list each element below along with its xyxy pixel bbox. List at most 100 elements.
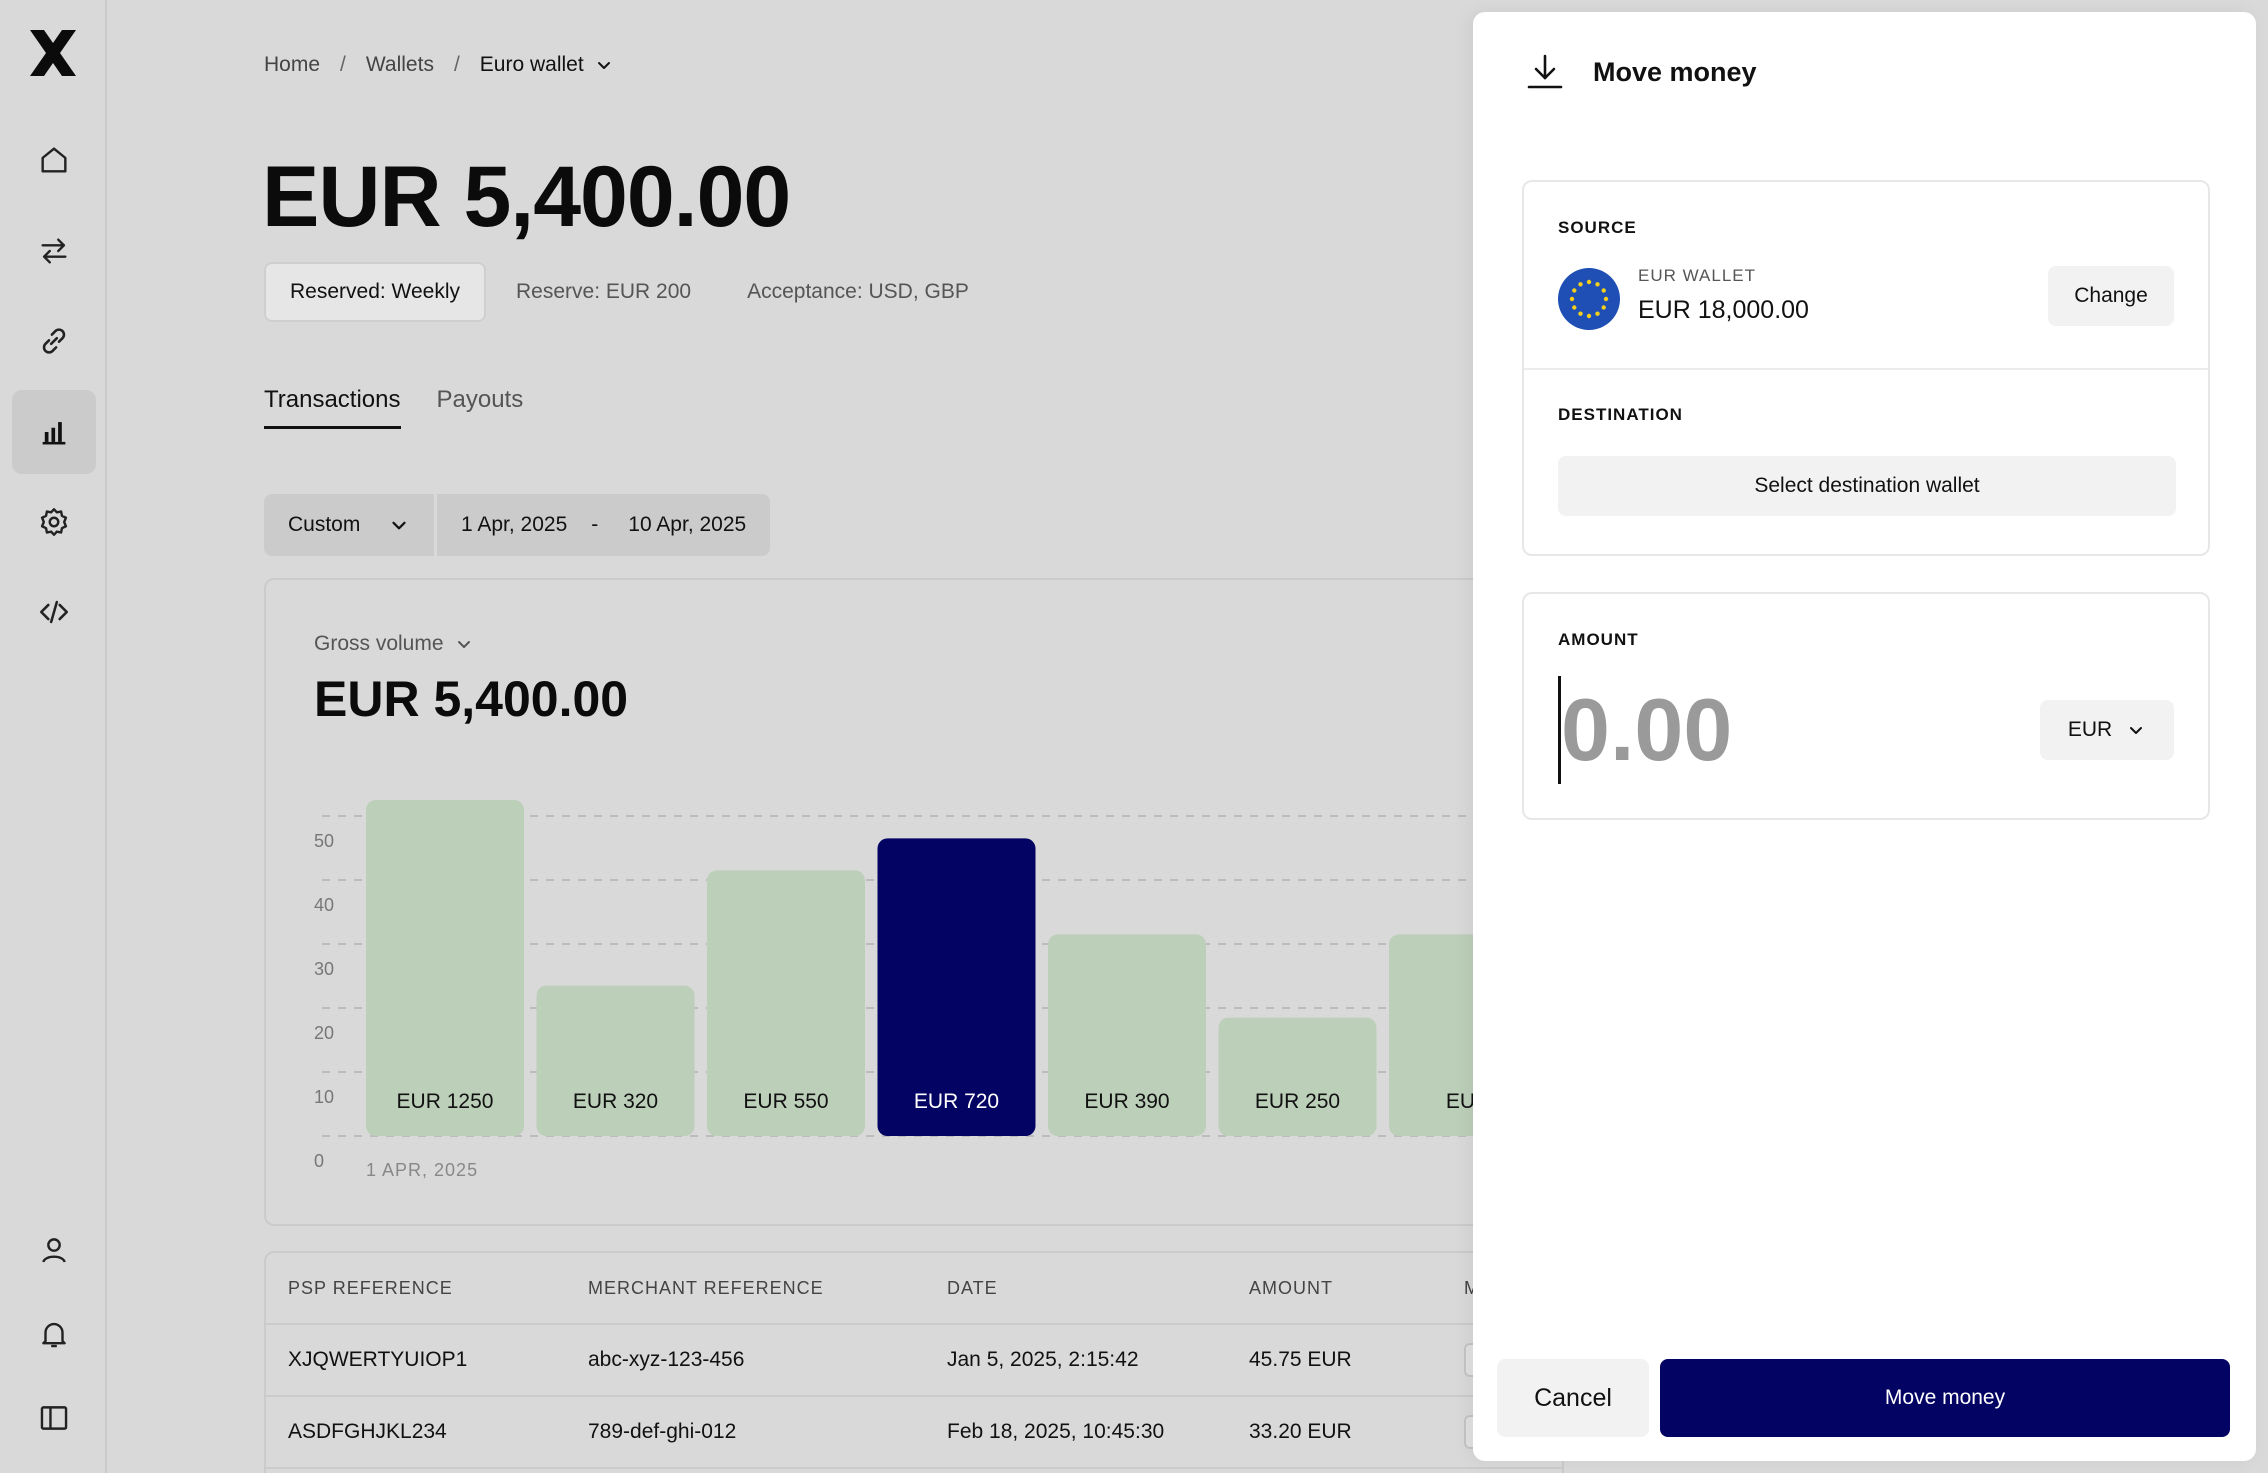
flag-star — [1572, 305, 1577, 310]
source-destination-card: SOURCE EUR WALLET EUR 18,000.00 Change D… — [1522, 180, 2210, 556]
metric-select[interactable]: Gross volume — [314, 632, 474, 656]
y-tick-label: 50 — [314, 831, 334, 851]
end-date[interactable]: 10 Apr, 2025 — [604, 494, 771, 556]
reserve-info: Reserve: EUR 200 — [516, 280, 692, 303]
x-logo[interactable] — [26, 26, 80, 80]
chart-bar[interactable] — [707, 870, 865, 1136]
nav-transfers[interactable] — [12, 209, 96, 293]
y-tick-label: 40 — [314, 895, 334, 915]
date-separator: - — [585, 494, 605, 556]
breadcrumb-separator: / — [340, 53, 346, 76]
gross-volume-chart: 0 10 20 30 40 50 EUR 1250 EUR 320 EUR 550 EUR 720… — [314, 800, 1566, 1180]
y-tick-label: 30 — [314, 959, 334, 979]
flag-star — [1586, 279, 1592, 285]
sidebar — [0, 0, 107, 1473]
flag-star — [1586, 313, 1592, 319]
psp-reference: ASDFGHJKL234 — [288, 1420, 447, 1443]
date-filter: Custom 1 Apr, 2025 - 10 Apr, 2025 — [264, 494, 771, 556]
gross-volume-card: Gross volume EUR 5,400.00 0 10 20 30 40 50 EUR… — [264, 578, 1566, 1226]
breadcrumb-separator: / — [453, 53, 460, 76]
date: Jan 5, 2025, 2:15:42 — [947, 1348, 1139, 1371]
y-tick-label: 0 — [314, 1151, 324, 1171]
select-destination-button[interactable]: Select destination wallet — [1558, 456, 2176, 516]
amount-label: AMOUNT — [1558, 630, 1639, 649]
flag-star — [1572, 288, 1577, 293]
range-select-label: Custom — [288, 513, 361, 536]
amount: 33.20 EUR — [1249, 1420, 1352, 1443]
gross-volume-total: EUR 5,400.00 — [314, 671, 629, 727]
breadcrumb-home[interactable]: Home — [264, 53, 321, 76]
nav-notifications[interactable] — [12, 1292, 96, 1376]
amount-card: AMOUNT EUR — [1522, 592, 2210, 820]
home-icon — [41, 147, 67, 173]
col-date[interactable]: DATE — [947, 1277, 998, 1298]
source-wallet-name: EUR WALLET — [1638, 266, 1757, 285]
nav-home[interactable] — [12, 118, 96, 202]
flag-star — [1595, 311, 1600, 316]
source-wallet-balance: EUR 18,000.00 — [1638, 296, 1809, 324]
flag-star — [1578, 282, 1583, 287]
chart-bar[interactable] — [1218, 1017, 1377, 1136]
nav-reports[interactable] — [12, 390, 96, 474]
destination-label: DESTINATION — [1558, 405, 1683, 424]
chart-bar[interactable] — [536, 985, 695, 1136]
gear-icon — [40, 508, 68, 536]
divider — [1524, 368, 2208, 370]
chevron-down-icon — [392, 521, 406, 530]
eu-flag-icon — [1558, 268, 1620, 330]
table-row[interactable]: XJQWERTYUIOP1 abc-xyz-123-456 Jan 5, 202… — [266, 1325, 1562, 1397]
nav-links[interactable] — [12, 299, 96, 383]
breadcrumb-current-label: Euro wallet — [479, 53, 584, 76]
sidebar-toggle-icon — [40, 1406, 68, 1430]
table-row[interactable]: ASDFGHJKL234 789-def-ghi-012 Feb 18, 202… — [266, 1397, 1562, 1469]
flag-star — [1601, 288, 1606, 293]
merchant-reference: abc-xyz-123-456 — [588, 1348, 745, 1371]
col-merchant-reference[interactable]: MERCHANT REFERENCE — [588, 1277, 824, 1298]
amount: 45.75 EUR — [1249, 1348, 1352, 1371]
nav-account[interactable] — [12, 1208, 96, 1292]
start-date[interactable]: 1 Apr, 2025 — [437, 494, 586, 556]
amount-input[interactable] — [1558, 676, 1998, 784]
code-icon — [39, 600, 69, 624]
bar-label: EUR 720 — [914, 1090, 999, 1113]
date: Feb 18, 2025, 10:45:30 — [947, 1420, 1165, 1443]
y-tick-label: 20 — [314, 1023, 334, 1043]
panel-header: Move money — [1525, 52, 1757, 92]
cancel-button[interactable]: Cancel — [1497, 1359, 1649, 1437]
change-source-button[interactable]: Change — [2048, 266, 2174, 326]
col-psp-reference[interactable]: PSP REFERENCE — [288, 1277, 453, 1298]
flag-star — [1595, 282, 1600, 287]
breadcrumb-wallets[interactable]: Wallets — [365, 53, 434, 76]
chevron-down-icon — [597, 62, 610, 69]
col-amount[interactable]: AMOUNT — [1249, 1277, 1333, 1298]
chart-bar[interactable] — [1048, 934, 1206, 1136]
flag-star — [1569, 296, 1575, 302]
metric-label: Gross volume — [314, 632, 444, 655]
move-money-panel: Move money SOURCE EUR WALLET EUR 18,000.… — [1473, 12, 2256, 1461]
nav-settings[interactable] — [12, 480, 96, 564]
nav-developers[interactable] — [12, 570, 96, 654]
source-label: SOURCE — [1558, 218, 1637, 237]
flag-star — [1601, 305, 1606, 310]
bell-icon — [42, 1322, 66, 1348]
chart-bar[interactable] — [877, 838, 1036, 1136]
x-axis-start-label: 1 APR, 2025 — [366, 1160, 478, 1180]
tabs: Transactions Payouts — [264, 386, 559, 429]
move-money-button[interactable]: Move money — [1660, 1359, 2230, 1437]
bar-label: EUR 1250 — [397, 1090, 494, 1113]
chart-bar[interactable] — [366, 800, 524, 1136]
reserved-chip: Reserved: Weekly — [264, 262, 487, 322]
tab-payouts[interactable]: Payouts — [436, 386, 524, 413]
currency-select[interactable]: EUR — [2040, 700, 2174, 760]
tab-transactions[interactable]: Transactions — [264, 386, 401, 429]
table-header: PSP REFERENCE MERCHANT REFERENCE DATE AM… — [266, 1253, 1562, 1325]
bar-label: EUR 250 — [1255, 1090, 1340, 1113]
chevron-down-icon — [2130, 727, 2143, 734]
flag-star — [1578, 311, 1583, 316]
transactions-table: PSP REFERENCE MERCHANT REFERENCE DATE AM… — [264, 1251, 1564, 1473]
nav-collapse[interactable] — [12, 1376, 96, 1460]
wallet-attributes: Reserved: Weekly Reserve: EUR 200 Accept… — [264, 262, 969, 322]
breadcrumb-current-wallet[interactable]: Euro wallet — [480, 53, 614, 77]
download-arrow-icon — [1527, 54, 1563, 89]
range-select[interactable]: Custom — [264, 494, 434, 556]
